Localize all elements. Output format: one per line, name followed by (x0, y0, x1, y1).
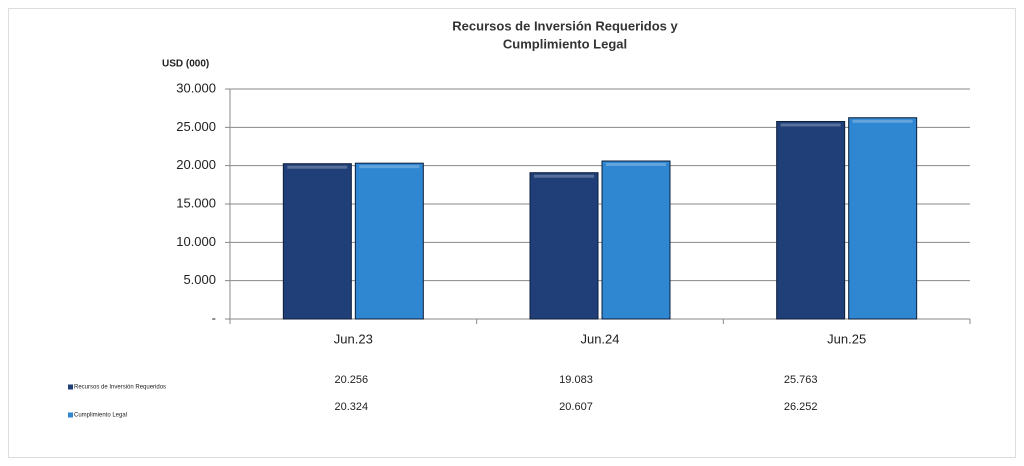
bar-highlight (287, 165, 348, 169)
bar-highlight (534, 174, 594, 178)
data-table-value: 20.607 (559, 401, 593, 413)
y-tick-label: 30.000 (176, 80, 216, 95)
data-table-value: 20.256 (335, 374, 369, 386)
y-tick-label: 20.000 (176, 157, 216, 172)
bar (601, 160, 671, 320)
legend-swatch (68, 412, 73, 418)
y-tick-label: 15.000 (176, 195, 216, 210)
y-tick-label: 5.000 (183, 272, 216, 287)
legend-label: Recursos de Inversión Requeridos (74, 385, 166, 391)
y-axis-label: USD (000) (162, 59, 209, 70)
x-tick-label: Jun.23 (334, 331, 373, 346)
legend-label: Cumplimiento Legal (74, 413, 127, 419)
bar-highlight (852, 119, 913, 123)
x-tick-label: Jun.24 (580, 331, 619, 346)
chart-title: Cumplimiento Legal (503, 36, 627, 51)
y-tick-label: - (212, 310, 216, 325)
y-tick-label: 25.000 (176, 119, 216, 134)
chart-title: Recursos de Inversión Requeridos y (452, 18, 678, 33)
bar (529, 172, 599, 320)
y-tick-label: 10.000 (176, 234, 216, 249)
legend-swatch (68, 384, 73, 390)
data-table-value: 19.083 (559, 374, 593, 386)
data-table-value: 20.324 (335, 401, 369, 413)
bar (848, 117, 918, 320)
data-table-value: 25.763 (784, 374, 818, 386)
data-table-value: 26.252 (784, 401, 818, 413)
bar (282, 163, 352, 320)
bar (776, 120, 846, 320)
bar-highlight (606, 163, 666, 167)
x-tick-label: Jun.25 (827, 331, 866, 346)
bar-highlight (359, 165, 420, 169)
bar-highlight (780, 123, 841, 127)
bar (354, 162, 424, 320)
chart-frame (8, 8, 1016, 458)
